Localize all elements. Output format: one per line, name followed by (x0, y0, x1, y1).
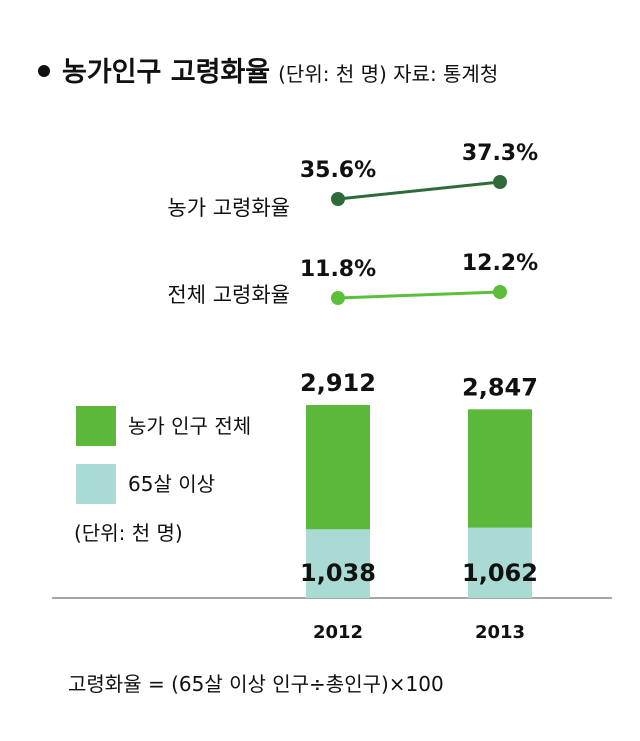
data-point-0-1 (493, 175, 507, 189)
data-label-1-0: 11.8% (300, 257, 376, 282)
data-label-0-1: 37.3% (462, 141, 538, 166)
legend-swatch-65plus (76, 464, 116, 504)
x-tick-label-2013: 2013 (475, 622, 525, 643)
legend-swatch-total (76, 406, 116, 446)
legend-label-65plus: 65살 이상 (128, 472, 215, 496)
bar-65plus-2012 (306, 529, 370, 598)
legend-label-total: 농가 인구 전체 (128, 414, 251, 438)
chart-title: 농가인구 고령화율 (62, 57, 271, 88)
bar-total-label-2012: 2,912 (300, 369, 376, 397)
bar-65plus-2013 (468, 527, 532, 598)
bullet-icon (38, 65, 50, 77)
bar-total-label-2013: 2,847 (462, 373, 538, 401)
data-point-1-0 (331, 291, 345, 305)
chart-title-row: 농가인구 고령화율 (단위: 천 명) 자료: 통계청 (38, 50, 498, 89)
series-line-0 (337, 180, 501, 201)
data-label-1-1: 12.2% (462, 251, 538, 276)
bar-65plus-label-2013: 1,062 (462, 559, 538, 587)
data-point-0-0 (331, 192, 345, 206)
data-label-0-0: 35.6% (300, 158, 376, 183)
x-tick-label-2012: 2012 (313, 622, 363, 643)
unit-note: (단위: 천 명) (74, 521, 183, 545)
series-line-1 (337, 290, 501, 300)
formula-footnote: 고령화율 = (65살 이상 인구÷총인구)×100 (68, 672, 444, 696)
bar-65plus-label-2012: 1,038 (300, 559, 376, 587)
data-point-1-1 (493, 285, 507, 299)
chart-subtitle: (단위: 천 명) 자료: 통계청 (278, 62, 499, 86)
series-label-0: 농가 고령화율 (167, 196, 290, 220)
series-label-1: 전체 고령화율 (167, 283, 290, 307)
